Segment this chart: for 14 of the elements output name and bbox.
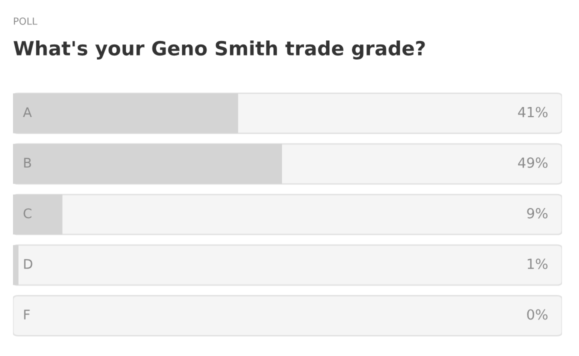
y-tick-label: F — [24, 310, 30, 320]
y-tick-label: C — [24, 208, 32, 218]
data-label: 1% — [528, 258, 548, 270]
y-tick-label: B — [24, 158, 31, 168]
chart-title: What's your Geno Smith trade grade? — [14, 40, 425, 60]
bar — [13, 245, 18, 286]
data-label: 0% — [527, 309, 548, 320]
y-tick-label: A — [22, 107, 32, 117]
data-label: 49% — [518, 157, 548, 168]
data-label: 41% — [518, 106, 548, 118]
y-tick-label: D — [24, 259, 32, 269]
bar — [13, 194, 62, 234]
data-label: 9% — [527, 208, 548, 219]
text: POLL — [14, 17, 38, 25]
